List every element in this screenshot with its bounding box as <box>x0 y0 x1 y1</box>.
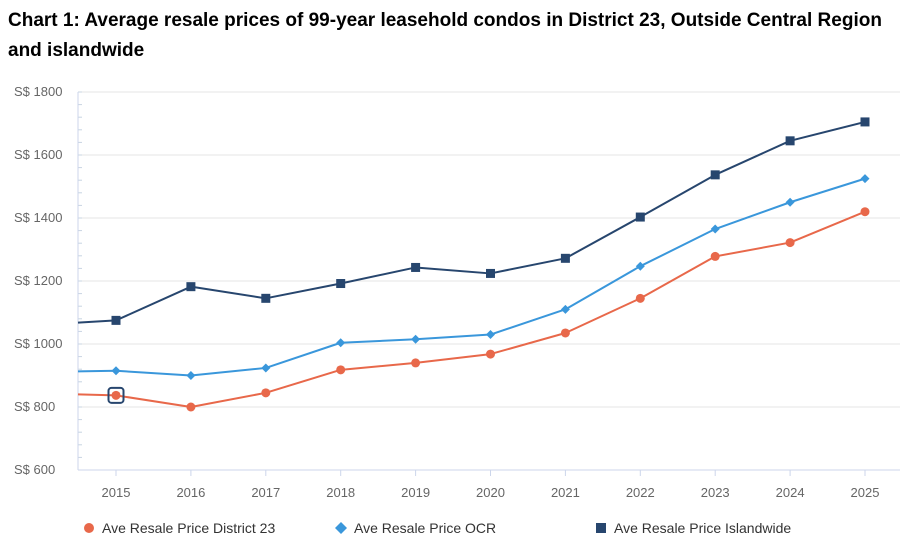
data-point <box>710 224 720 234</box>
data-point <box>560 253 570 263</box>
data-point <box>186 371 196 380</box>
series-lines <box>77 120 866 408</box>
data-point <box>486 349 495 359</box>
data-point <box>860 207 870 217</box>
legend-label: Ave Resale Price OCR <box>354 520 497 536</box>
data-point <box>486 330 495 340</box>
data-point <box>635 212 645 222</box>
circle-marker-icon <box>84 523 94 533</box>
x-tick-label: 2016 <box>176 485 205 500</box>
data-point <box>411 334 421 344</box>
data-point <box>486 268 495 278</box>
axes <box>77 91 900 476</box>
data-point <box>261 363 271 373</box>
data-point <box>785 136 795 146</box>
data-point <box>336 279 346 289</box>
data-point <box>860 117 870 127</box>
y-tick-label: S$ 1200 <box>14 273 62 288</box>
legend-label: Ave Resale Price District 23 <box>102 520 276 536</box>
legend-item-district-23[interactable]: Ave Resale Price District 23 <box>82 516 275 540</box>
data-point <box>635 261 645 271</box>
data-point <box>560 304 570 314</box>
data-point <box>785 197 795 207</box>
data-point <box>710 251 720 261</box>
grid-lines <box>78 91 900 471</box>
x-tick-label: 2021 <box>551 485 580 500</box>
data-point <box>111 315 121 325</box>
x-tick-label: 2018 <box>326 485 355 500</box>
data-point <box>860 174 870 184</box>
y-tick-label: S$ 800 <box>14 399 55 414</box>
x-tick-label: 2024 <box>776 485 805 500</box>
data-point <box>411 262 421 272</box>
series-line <box>77 210 866 408</box>
data-point <box>710 170 720 180</box>
data-point <box>186 282 196 292</box>
chart-legend: Ave Resale Price District 23 Ave Resale … <box>0 516 921 540</box>
data-point <box>111 366 121 376</box>
line-chart: S$ 600 S$ 800 S$ 1000 S$ 1200 S$ 1400 S$ 1600… <box>14 84 900 500</box>
data-point <box>336 338 346 348</box>
x-tick-label: 2019 <box>401 485 430 500</box>
data-point <box>560 328 570 338</box>
data-point <box>785 238 795 248</box>
data-point <box>186 402 196 412</box>
data-point <box>111 390 121 400</box>
legend-item-islandwide[interactable]: Ave Resale Price Islandwide <box>594 516 791 540</box>
x-tick-label: 2015 <box>102 485 131 500</box>
square-marker-icon <box>596 523 606 533</box>
y-tick-label: S$ 1400 <box>14 210 62 225</box>
series-line <box>77 177 866 377</box>
highlight-marker <box>107 386 125 404</box>
data-point <box>336 365 346 375</box>
x-tick-label: 2017 <box>251 485 280 500</box>
data-point <box>411 358 421 368</box>
x-tick-label: 2023 <box>701 485 730 500</box>
y-tick-label: S$ 1800 <box>14 84 62 99</box>
tick-labels: S$ 600 S$ 800 S$ 1000 S$ 1200 S$ 1400 S$ 1600… <box>14 84 879 500</box>
data-markers <box>107 117 870 412</box>
chart-title: Chart 1: Average resale prices of 99-yea… <box>8 10 882 61</box>
y-tick-label: S$ 600 <box>14 462 55 477</box>
y-tick-label: S$ 1000 <box>14 336 62 351</box>
x-tick-label: 2025 <box>851 485 880 500</box>
data-point <box>261 388 271 398</box>
series-line <box>77 120 866 324</box>
data-point <box>635 293 645 303</box>
y-tick-label: S$ 1600 <box>14 147 62 162</box>
x-tick-label: 2022 <box>626 485 655 500</box>
legend-item-ocr[interactable]: Ave Resale Price OCR <box>334 516 496 540</box>
data-point <box>261 293 271 303</box>
legend-label: Ave Resale Price Islandwide <box>614 520 792 536</box>
diamond-marker-icon <box>335 522 347 534</box>
x-tick-label: 2020 <box>476 485 505 500</box>
